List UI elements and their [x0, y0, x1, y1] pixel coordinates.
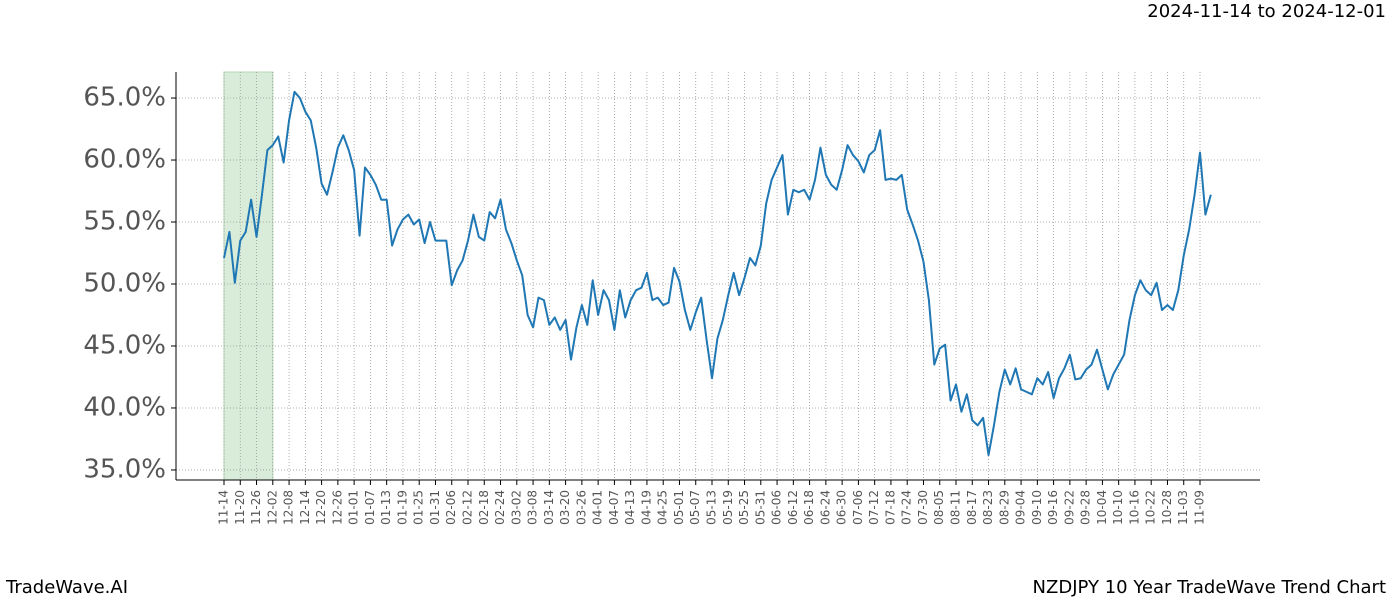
- x-tick-label: 01-25: [412, 490, 426, 525]
- x-tick-label: 01-07: [363, 490, 377, 525]
- x-tick-label: 11-20: [233, 490, 247, 525]
- x-tick-label: 04-07: [607, 490, 621, 525]
- x-tick-label: 08-17: [965, 490, 979, 525]
- x-tick-label: 09-16: [1046, 490, 1060, 525]
- highlight-band: [223, 71, 274, 481]
- x-tick-label: 07-18: [883, 490, 897, 525]
- x-tick-label: 03-08: [526, 490, 540, 525]
- x-tick-label: 02-06: [444, 490, 458, 525]
- y-tick-label: 65.0%: [83, 83, 166, 113]
- x-tick-label: 06-18: [802, 490, 816, 525]
- x-tick-label: 05-31: [753, 490, 767, 525]
- x-tick-label: 11-26: [249, 490, 263, 525]
- x-tick-label: 05-19: [721, 490, 735, 525]
- x-tick-label: 02-24: [493, 490, 507, 525]
- x-tick-label: 12-14: [298, 490, 312, 525]
- x-tick-label: 08-29: [997, 490, 1011, 525]
- x-tick-label: 02-18: [477, 490, 491, 525]
- x-tick-label: 03-26: [574, 490, 588, 525]
- x-tick-label: 09-04: [1014, 490, 1028, 525]
- x-tick-label: 09-10: [1030, 490, 1044, 525]
- x-tick-label: 03-02: [509, 490, 523, 525]
- y-tick-label: 45.0%: [83, 330, 166, 360]
- x-tick-label: 04-13: [623, 490, 637, 525]
- x-tick-label: 10-28: [1160, 490, 1174, 525]
- x-tick-label: 01-13: [379, 490, 393, 525]
- trend-line: [223, 90, 1212, 457]
- x-tick-label: 11-09: [1193, 490, 1207, 525]
- chart-title: NZDJPY 10 Year TradeWave Trend Chart: [1033, 577, 1386, 598]
- x-tick-label: 10-10: [1111, 490, 1125, 525]
- brand: TradeWave.AI: [5, 577, 128, 598]
- x-tick-label: 04-01: [591, 490, 605, 525]
- x-tick-label: 06-12: [786, 490, 800, 525]
- x-tick-label: 06-30: [835, 490, 849, 525]
- x-tick-label: 12-02: [265, 490, 279, 525]
- x-tick-label: 07-24: [900, 490, 914, 525]
- x-tick-label: 02-12: [461, 490, 475, 525]
- x-tick-label: 05-13: [705, 490, 719, 525]
- x-tick-label: 06-06: [770, 490, 784, 525]
- x-tick-label: 07-12: [867, 490, 881, 525]
- y-tick-label: 35.0%: [83, 454, 166, 484]
- y-tick-label: 60.0%: [83, 145, 166, 175]
- x-tick-label: 12-08: [282, 490, 296, 525]
- x-tick-label: 10-04: [1095, 490, 1109, 525]
- x-tick-label: 07-06: [851, 490, 865, 525]
- x-tick-label: 08-05: [932, 490, 946, 525]
- x-tick-label: 12-26: [330, 490, 344, 525]
- x-tick-label: 08-11: [949, 490, 963, 525]
- x-tick-label: 03-20: [558, 490, 572, 525]
- x-tick-label: 07-30: [916, 490, 930, 525]
- x-tick-label: 04-25: [656, 490, 670, 525]
- x-tick-label: 03-14: [542, 490, 556, 525]
- y-tick-label: 40.0%: [83, 392, 166, 422]
- x-tick-label: 08-23: [981, 490, 995, 525]
- x-tick-label: 06-24: [818, 490, 832, 525]
- y-tick-label: 50.0%: [83, 268, 166, 298]
- x-tick-label: 10-22: [1144, 490, 1158, 525]
- x-tick-label: 04-19: [639, 490, 653, 525]
- x-tick-label: 12-20: [314, 490, 328, 525]
- x-tick-label: 01-31: [428, 490, 442, 525]
- date-range: 2024-11-14 to 2024-12-01: [1147, 1, 1386, 22]
- x-tick-label: 01-01: [347, 490, 361, 525]
- x-tick-label: 05-01: [672, 490, 686, 525]
- x-tick-label: 11-03: [1176, 490, 1190, 525]
- x-tick-label: 09-28: [1079, 490, 1093, 525]
- x-tick-label: 05-25: [737, 490, 751, 525]
- x-tick-label: 09-22: [1062, 490, 1076, 525]
- x-tick-label: 05-07: [688, 490, 702, 525]
- y-tick-label: 55.0%: [83, 207, 166, 237]
- x-tick-label: 01-19: [395, 490, 409, 525]
- x-tick-label: 11-14: [217, 490, 231, 525]
- x-tick-label: 10-16: [1127, 490, 1141, 525]
